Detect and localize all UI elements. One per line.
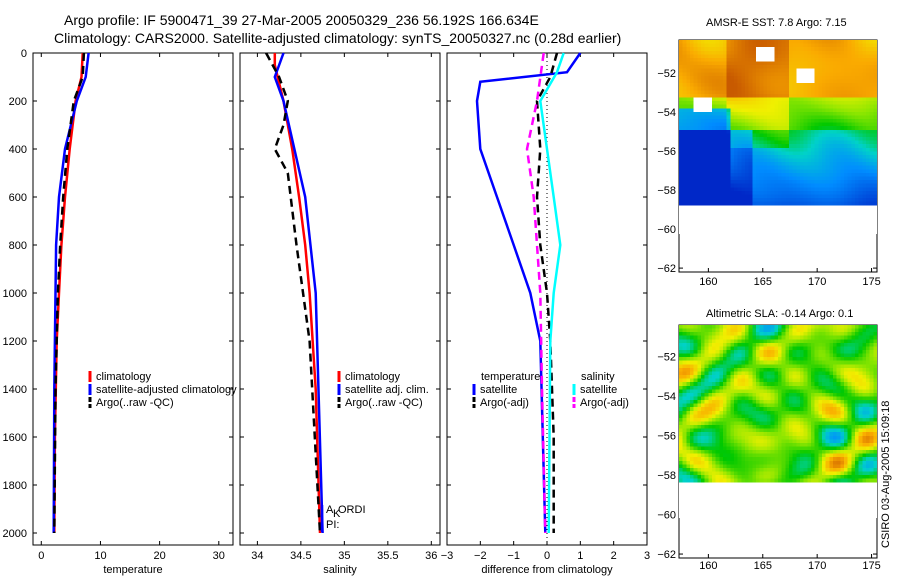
difference-xtick-label: −2 — [474, 550, 487, 562]
salinity-annotation: A — [326, 504, 334, 516]
salinity-legend-label: satellite adj. clim. — [345, 384, 429, 396]
temperature-legend-label: climatology — [96, 371, 152, 383]
temperature-legend-label: Argo(..raw -QC) — [96, 397, 174, 409]
temperature-xlabel: temperature — [103, 564, 162, 576]
salinity-xtick-label: 36 — [425, 550, 437, 562]
difference-series-salinity-satellite — [539, 52, 565, 534]
difference-xtick-label: 3 — [644, 550, 650, 562]
temperature-series-argo-raw-qc- — [53, 52, 86, 534]
difference-xtick-label: 0 — [544, 550, 550, 562]
depth-tick-label: 1400 — [3, 384, 27, 396]
diff-temperature-legend-label: Argo(-adj) — [480, 397, 529, 409]
depth-tick-label: 1200 — [3, 336, 27, 348]
salinity-annotation: K — [333, 508, 341, 520]
depth-tick-label: 1600 — [3, 432, 27, 444]
sla-map-ytick-label: −58 — [657, 470, 676, 482]
difference-series-temperature-argo-adj- — [535, 52, 559, 533]
salinity-annotation: PI: — [326, 519, 339, 531]
diff-temperature-legend-heading: temperature — [481, 371, 540, 383]
timestamp-stamp: CSIRO 03-Aug-2005 15:09:18 — [880, 400, 892, 548]
salinity-xtick-label: 34.5 — [290, 550, 311, 562]
plot-title-line1: Argo profile: IF 5900471_39 27-Mar-2005 … — [64, 12, 539, 28]
sst-map-ytick-label: −54 — [657, 107, 676, 119]
salinity-legend-label: Argo(..raw -QC) — [345, 397, 423, 409]
salinity-xtick-label: 34 — [251, 550, 263, 562]
diff-salinity-legend-label: satellite — [580, 384, 617, 396]
sst-map-ytick-label: −58 — [657, 185, 676, 197]
sla-map-title: Altimetric SLA: -0.14 Argo: 0.1 — [706, 308, 854, 320]
difference-series-temperature-satellite — [475, 52, 582, 534]
sst-map-ytick-label: −60 — [657, 224, 676, 236]
salinity-series-climatology — [273, 53, 322, 534]
salinity-legend-label: climatology — [345, 371, 401, 383]
difference-xtick-label: −1 — [507, 550, 520, 562]
salinity-xtick-label: 35 — [338, 550, 350, 562]
sst-map-xtick-label: 165 — [754, 276, 772, 288]
sst-map — [679, 40, 877, 234]
difference-xtick-label: 2 — [611, 550, 617, 562]
sst-map-ytick-label: −56 — [657, 146, 676, 158]
temperature-legend-label: satellite-adjusted climatology — [96, 384, 237, 396]
temperature-xtick-label: 0 — [38, 550, 44, 562]
salinity-xtick-label: 35.5 — [377, 550, 398, 562]
sst-map-ytick-label: −62 — [657, 263, 676, 275]
difference-series-salinity-argo-adj- — [525, 52, 547, 534]
salinity-series-argo-raw-qc- — [265, 52, 322, 534]
salinity-xlabel: salinity — [323, 564, 357, 576]
temperature-xtick-label: 10 — [94, 550, 106, 562]
depth-tick-label: 2000 — [3, 528, 27, 540]
difference-xtick-label: 1 — [577, 550, 583, 562]
diff-salinity-legend-label: Argo(-adj) — [580, 397, 629, 409]
depth-tick-label: 800 — [9, 240, 27, 252]
sla-map-ytick-label: −62 — [657, 549, 676, 561]
depth-tick-label: 1800 — [3, 480, 27, 492]
depth-tick-label: 600 — [9, 192, 27, 204]
plot-title-line2: Climatology: CARS2000. Satellite-adjuste… — [54, 30, 622, 46]
sst-map-xtick-label: 170 — [808, 276, 826, 288]
salinity-series-satellite-adj-clim- — [273, 52, 324, 534]
sla-map-ytick-label: −60 — [657, 510, 676, 522]
sla-map-xtick-label: 170 — [808, 560, 826, 572]
diff-salinity-legend-heading: salinity — [581, 371, 615, 383]
sst-map-ytick-label: −52 — [657, 68, 676, 80]
salinity-axes-frame — [239, 52, 441, 546]
sla-map — [679, 325, 877, 518]
sla-map-xtick-label: 160 — [699, 560, 717, 572]
sla-map-xtick-label: 165 — [754, 560, 772, 572]
sst-map-xtick-label: 175 — [862, 276, 880, 288]
sla-map-ytick-label: −56 — [657, 431, 676, 443]
difference-xtick-label: −3 — [441, 550, 454, 562]
diff-temperature-legend-label: satellite — [480, 384, 517, 396]
temperature-axes-frame — [32, 52, 234, 546]
depth-tick-label: 0 — [21, 48, 27, 60]
temperature-series-climatology — [53, 52, 84, 534]
sla-map-ytick-label: −52 — [657, 352, 676, 364]
sst-map-title: AMSR-E SST: 7.8 Argo: 7.15 — [706, 17, 847, 29]
temperature-xtick-label: 20 — [154, 550, 166, 562]
temperature-xtick-label: 30 — [213, 550, 225, 562]
difference-xlabel: difference from climatology — [481, 564, 613, 576]
sst-map-xtick-label: 160 — [699, 276, 717, 288]
depth-tick-label: 200 — [9, 96, 27, 108]
salinity-annotation: ORDI — [338, 504, 366, 516]
temperature-series-satellite-adjusted-climatology — [52, 52, 90, 534]
sla-map-ytick-label: −54 — [657, 391, 676, 403]
depth-tick-label: 400 — [9, 144, 27, 156]
sla-map-xtick-label: 175 — [862, 560, 880, 572]
depth-tick-label: 1000 — [3, 288, 27, 300]
